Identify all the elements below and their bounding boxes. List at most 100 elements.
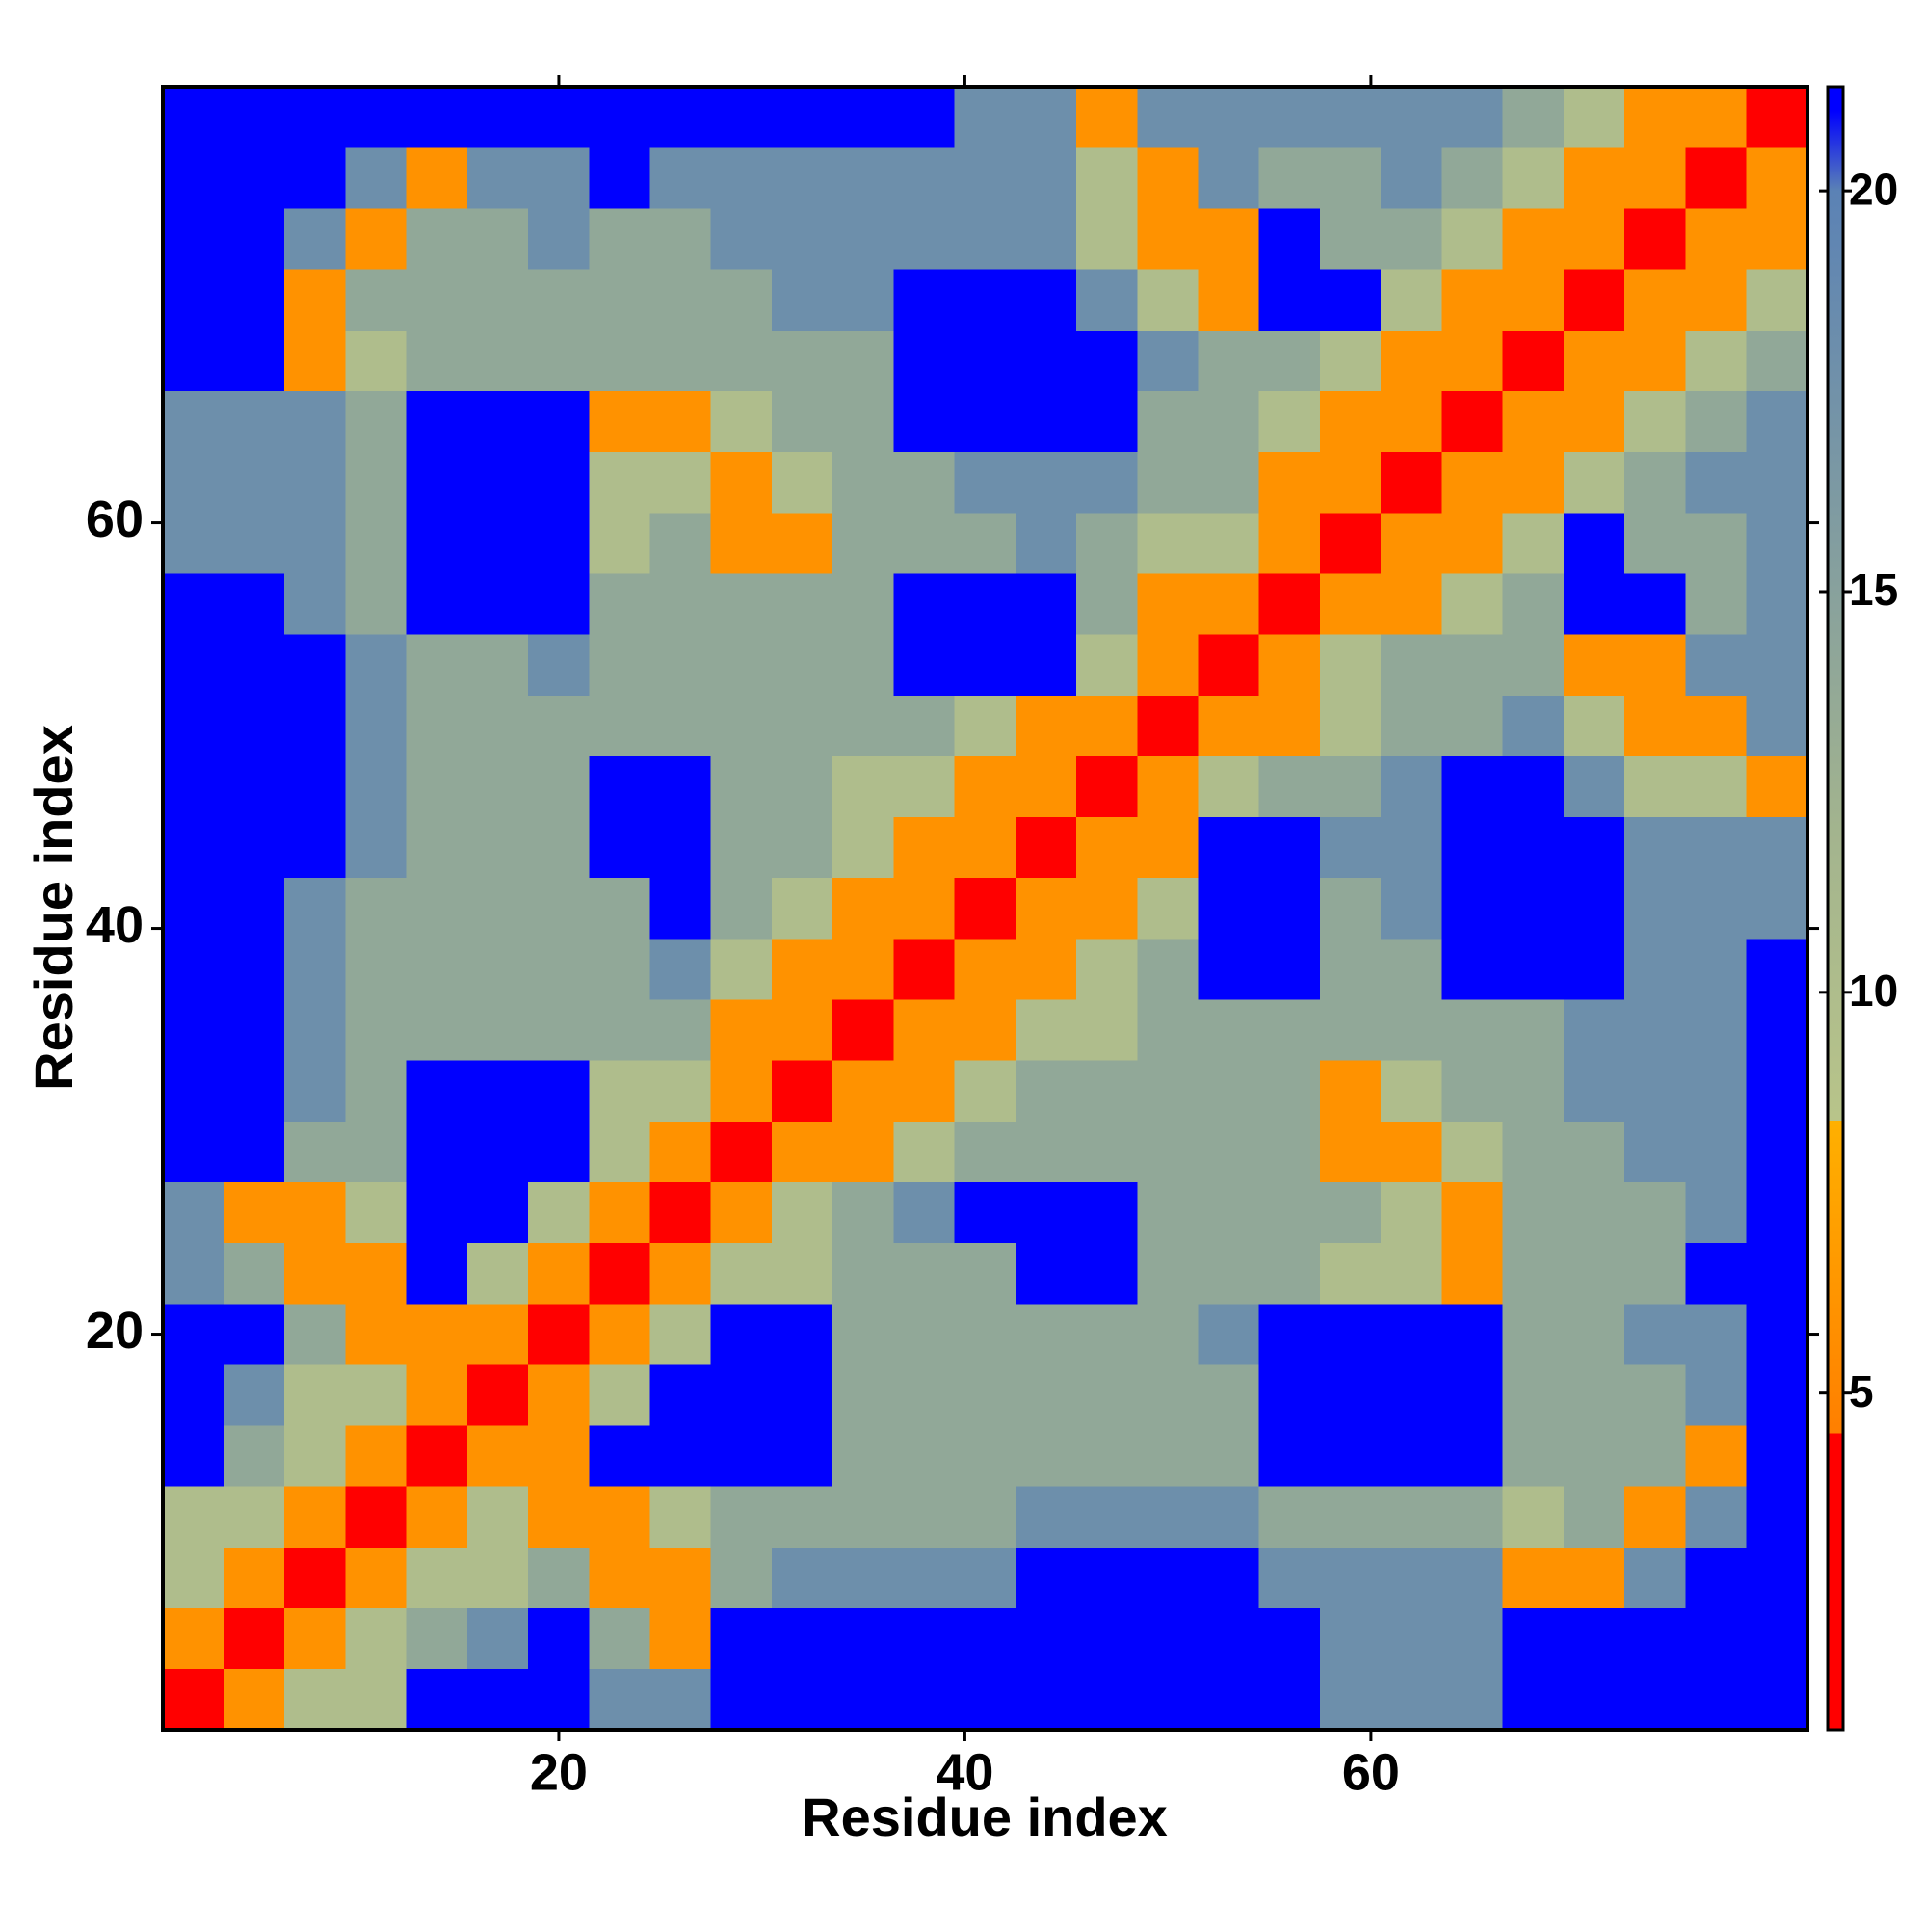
heatmap-cell <box>893 86 956 148</box>
heatmap-cell <box>528 634 590 696</box>
heatmap-cell <box>710 1547 773 1609</box>
heatmap-cell <box>406 1547 468 1609</box>
heatmap-cell <box>284 1547 346 1609</box>
heatmap-cell <box>284 451 346 514</box>
heatmap-cell <box>162 1303 224 1365</box>
heatmap-cell <box>1137 269 1200 331</box>
heatmap-cell <box>1502 1668 1565 1731</box>
heatmap-cell <box>1441 877 1504 940</box>
heatmap-cell <box>1198 1363 1260 1426</box>
heatmap-cell <box>1502 1424 1565 1487</box>
heatmap-cell <box>589 1181 651 1244</box>
heatmap-cell <box>528 816 590 879</box>
heatmap-cell <box>1746 1668 1808 1731</box>
heatmap-cell <box>771 816 833 879</box>
heatmap-cell <box>589 1242 651 1305</box>
heatmap-cell <box>1746 572 1808 635</box>
heatmap-cell <box>1137 1060 1200 1122</box>
heatmap-cell <box>284 755 346 818</box>
heatmap-cell <box>1381 877 1442 940</box>
heatmap-cell <box>710 1363 773 1426</box>
heatmap-cell <box>1319 1060 1382 1122</box>
heatmap-cell <box>1319 755 1382 818</box>
heatmap-cell <box>954 1060 1016 1122</box>
heatmap-cell <box>1258 877 1321 940</box>
heatmap-cell <box>1685 816 1748 879</box>
heatmap-cell <box>1563 1121 1625 1182</box>
heatmap-cell <box>1076 1547 1138 1609</box>
heatmap-cell <box>893 755 956 818</box>
heatmap-cell <box>1319 512 1382 574</box>
heatmap-cell <box>1137 998 1200 1061</box>
heatmap-cell <box>1258 938 1321 1000</box>
heatmap-cell <box>1502 86 1565 148</box>
heatmap-cell <box>832 816 894 879</box>
heatmap-cell <box>893 1242 956 1305</box>
heatmap-cell <box>406 1363 468 1426</box>
heatmap-cell <box>1624 146 1686 209</box>
heatmap-cell <box>1441 1668 1504 1731</box>
heatmap-cell <box>832 146 894 209</box>
heatmap-cell <box>1502 1242 1565 1305</box>
y-tick-label: 20 <box>86 1302 144 1360</box>
heatmap-cell <box>1137 877 1200 940</box>
heatmap-cell <box>1198 451 1260 514</box>
heatmap-cell <box>1076 451 1138 514</box>
heatmap-cell <box>162 512 224 574</box>
heatmap-cell <box>406 877 468 940</box>
heatmap-cell <box>284 998 346 1061</box>
heatmap-cell <box>893 695 956 756</box>
heatmap-cell <box>1563 755 1625 818</box>
heatmap-cell <box>1502 1363 1565 1426</box>
heatmap-cell <box>1441 1547 1504 1609</box>
colorbar <box>1826 85 1845 1732</box>
heatmap-cell <box>1563 1424 1625 1487</box>
heatmap-cell <box>223 390 285 453</box>
heatmap-cell <box>1258 1303 1321 1365</box>
heatmap-cell <box>771 269 833 331</box>
heatmap-cell <box>771 572 833 635</box>
heatmap-cell <box>345 1547 408 1609</box>
heatmap-cell <box>1076 1486 1138 1548</box>
heatmap-cell <box>1624 451 1686 514</box>
x-tick-label: 20 <box>530 1743 588 1801</box>
heatmap-cell <box>223 998 285 1061</box>
heatmap-cell <box>710 816 773 879</box>
heatmap-cell <box>954 695 1016 756</box>
heatmap-cell <box>223 877 285 940</box>
heatmap-cell <box>345 1424 408 1487</box>
heatmap-cell <box>528 451 590 514</box>
heatmap-cell <box>589 1060 651 1122</box>
heatmap-cell <box>1685 1547 1748 1609</box>
heatmap-cell <box>771 877 833 940</box>
heatmap-cell <box>406 1424 468 1487</box>
heatmap-cell <box>954 877 1016 940</box>
heatmap-cell <box>1381 1060 1442 1122</box>
heatmap-cell <box>1746 1607 1808 1670</box>
heatmap-cell <box>162 755 224 818</box>
heatmap-cell <box>710 695 773 756</box>
heatmap-cell <box>1381 938 1442 1000</box>
heatmap-cell <box>1319 1121 1382 1182</box>
heatmap-cell <box>345 146 408 209</box>
heatmap-cell <box>1685 1486 1748 1548</box>
heatmap-cell <box>954 207 1016 270</box>
heatmap-cell <box>162 390 224 453</box>
heatmap-cell <box>1198 1486 1260 1548</box>
heatmap-cell <box>223 755 285 818</box>
heatmap-cell <box>406 86 468 148</box>
heatmap-cell <box>1685 1363 1748 1426</box>
heatmap-cell <box>1015 1121 1077 1182</box>
heatmap-cell <box>345 755 408 818</box>
heatmap-cell <box>1015 1424 1077 1487</box>
heatmap-cell <box>1137 1486 1200 1548</box>
heatmap-cell <box>1319 998 1382 1061</box>
heatmap-cell <box>893 330 956 392</box>
heatmap-cell <box>1319 1424 1382 1487</box>
heatmap-cell <box>1076 1242 1138 1305</box>
heatmap-cell <box>832 877 894 940</box>
heatmap-cell <box>1076 1607 1138 1670</box>
heatmap-cell <box>1076 207 1138 270</box>
heatmap-cell <box>771 938 833 1000</box>
heatmap-cell <box>649 1363 712 1426</box>
